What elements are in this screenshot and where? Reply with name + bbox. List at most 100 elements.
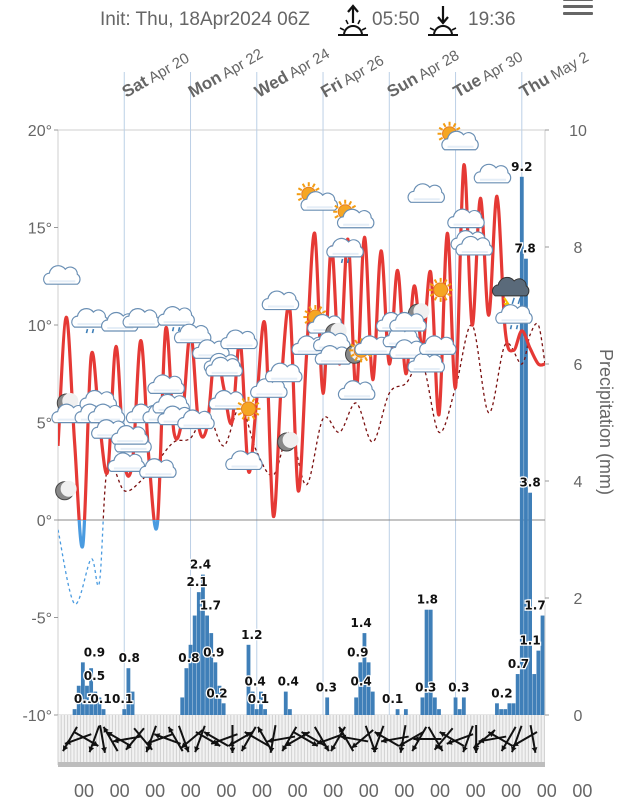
precip-value-label: 0.7: [508, 657, 529, 671]
precip-bar: [366, 662, 371, 715]
precip-value-label: 1.8: [417, 593, 438, 607]
wind-arrow-icon: [511, 725, 523, 753]
precip-bar: [97, 697, 102, 715]
dewpoint-line: [102, 322, 545, 520]
wind-arrow-icon: [177, 725, 190, 753]
precip-bar: [263, 709, 267, 715]
precip-bar: [85, 685, 89, 715]
sun-cloud-icon: [437, 121, 479, 151]
precip-bar: [536, 650, 541, 715]
wind-arrow-icon: [529, 725, 538, 753]
hour-label: 00: [288, 781, 308, 800]
precip-value-label: 0.5: [84, 669, 105, 683]
precip-bar: [213, 662, 218, 715]
precip-value-label: 0.4: [278, 675, 299, 689]
precip-value-label: 3.8: [519, 476, 540, 490]
hour-label: 00: [394, 781, 414, 800]
precip-tick-label: 6: [574, 357, 583, 374]
precip-bar: [209, 633, 214, 715]
wind-arrow-icon: [487, 731, 514, 747]
rain-cloud-icon: [71, 308, 109, 334]
sun-cloud-icon: [333, 199, 375, 229]
precip-value-label: 7.8: [514, 242, 535, 256]
temp-tick-label: 5°: [37, 416, 52, 433]
temp-tick-label: -10°: [22, 708, 52, 725]
precip-bar: [180, 697, 185, 715]
precip-bar: [126, 668, 131, 715]
wind-arrow-icon: [413, 736, 442, 742]
cloud-icon: [177, 409, 215, 430]
hour-label: 00: [216, 781, 236, 800]
wind-arrow-icon: [462, 725, 474, 753]
precip-bar: [432, 697, 437, 715]
wind-arrow-icon: [240, 726, 257, 752]
precip-bar: [184, 668, 189, 715]
precip-bar: [72, 709, 77, 715]
cloud-icon: [225, 450, 263, 471]
cloud-icon: [389, 311, 427, 332]
precip-tick-label: 10: [569, 123, 587, 140]
cloud-icon: [407, 183, 446, 203]
precip-bar: [325, 697, 330, 715]
precip-bar: [358, 662, 363, 715]
sunset-time: 19:36: [468, 9, 516, 30]
precip-bar: [76, 685, 81, 715]
hour-label: 00: [501, 781, 521, 800]
precip-bar: [201, 574, 205, 715]
wind-arrow-icon: [194, 725, 206, 753]
cloud-icon: [447, 208, 485, 229]
cloud-icon: [264, 362, 303, 383]
precip-tick-label: 2: [574, 591, 583, 608]
precip-bar: [461, 697, 466, 715]
hour-label: 00: [537, 781, 557, 800]
precip-bar: [495, 703, 499, 715]
wind-arrow-icon: [351, 729, 374, 749]
precip-bar: [428, 609, 433, 715]
precip-bar: [254, 709, 259, 715]
cloud-icon: [173, 323, 212, 344]
precip-value-label: 0.9: [84, 645, 105, 659]
wind-arrow-icon: [62, 726, 78, 752]
cloud-icon: [407, 352, 446, 373]
precip-value-label: 0.3: [415, 680, 436, 694]
hour-label: 00: [430, 781, 450, 800]
init-text: Init: Thu, 18Apr2024 06Z: [100, 9, 310, 30]
precip-value-label: 0.3: [448, 680, 469, 694]
temp-tick-label: 15°: [28, 221, 52, 238]
precip-tick-label: 8: [574, 240, 583, 257]
cloud-icon: [205, 356, 243, 377]
precip-value-label: 1.1: [519, 634, 540, 648]
precip-bar: [122, 709, 127, 715]
precip-bar: [453, 697, 458, 715]
precip-bar: [437, 709, 441, 715]
precip-bar: [101, 709, 106, 715]
cloud-icon: [43, 265, 81, 285]
precip-bar: [424, 609, 429, 715]
precip-bar: [511, 703, 516, 715]
precip-bar: [519, 176, 524, 716]
precip-bar: [503, 709, 508, 715]
wind-arrow-icon: [244, 731, 270, 747]
precip-value-label: 2.1: [187, 575, 208, 589]
precip-bar: [287, 709, 292, 715]
precip-value-label: 9.2: [511, 160, 532, 174]
precip-bar: [250, 691, 255, 715]
precip-bar: [246, 644, 251, 715]
wind-arrow-icon: [398, 731, 424, 747]
wind-arrow-icon: [374, 731, 400, 747]
precip-bar: [196, 592, 201, 715]
precip-value-label: 0.1: [112, 692, 133, 706]
wind-arrow-icon: [167, 726, 184, 752]
wind-arrow-icon: [316, 733, 344, 745]
temperature-line: [58, 163, 545, 520]
hamburger-menu-icon[interactable]: [563, 0, 593, 15]
temp-tick-label: 10°: [28, 318, 52, 335]
precip-value-label: 0.4: [244, 675, 265, 689]
cloud-icon: [208, 389, 247, 410]
precip-value-label: 0.2: [491, 686, 512, 700]
hour-label: 00: [74, 781, 94, 800]
precip-bar: [370, 691, 375, 715]
precip-bar: [283, 691, 288, 715]
rain-cloud-icon: [157, 306, 195, 332]
hour-label: 00: [110, 781, 130, 800]
